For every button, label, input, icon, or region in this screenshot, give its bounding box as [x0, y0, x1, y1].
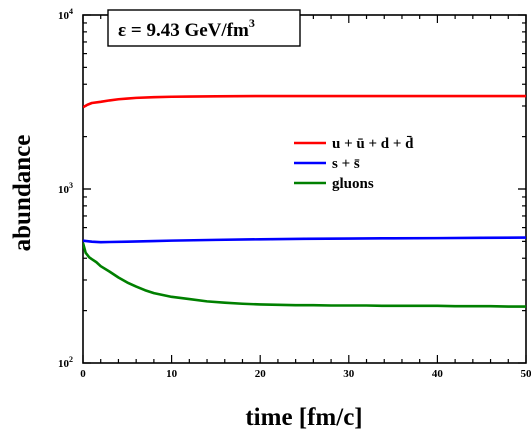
x-tick-label: 50 — [521, 368, 531, 380]
legend-label: u + ū + d + d̄ — [332, 136, 414, 152]
series-line-2 — [83, 242, 526, 308]
y-axis-title: abundance — [9, 135, 36, 252]
legend-label: s + s̄ — [332, 156, 360, 172]
y-tick-label: 104 — [58, 7, 73, 22]
series-line-0 — [83, 94, 526, 109]
chart-title: ε = 9.43 GeV/fm3 — [118, 16, 255, 41]
legend-label: gluons — [332, 176, 374, 192]
x-tick-label: 0 — [80, 368, 86, 380]
title-box — [107, 9, 301, 47]
x-tick-label: 10 — [166, 368, 178, 380]
axis-ticks — [82, 14, 527, 364]
x-axis-title: time [fm/c] — [245, 404, 362, 431]
y-tick-label: 102 — [58, 355, 73, 370]
legend: u + ū + d + d̄ s + s̄ gluons — [294, 136, 414, 192]
x-tick-label: 20 — [255, 368, 267, 380]
x-tick-label: 30 — [343, 368, 355, 380]
plot-frame — [82, 14, 527, 364]
series-layer — [83, 94, 526, 308]
y-tick-labels: 102 103 104 — [58, 7, 73, 370]
x-tick-label: 40 — [432, 368, 444, 380]
x-tick-labels: 0 10 20 30 40 50 — [80, 368, 531, 380]
series-line-1 — [83, 236, 526, 244]
y-tick-label: 103 — [58, 181, 73, 196]
